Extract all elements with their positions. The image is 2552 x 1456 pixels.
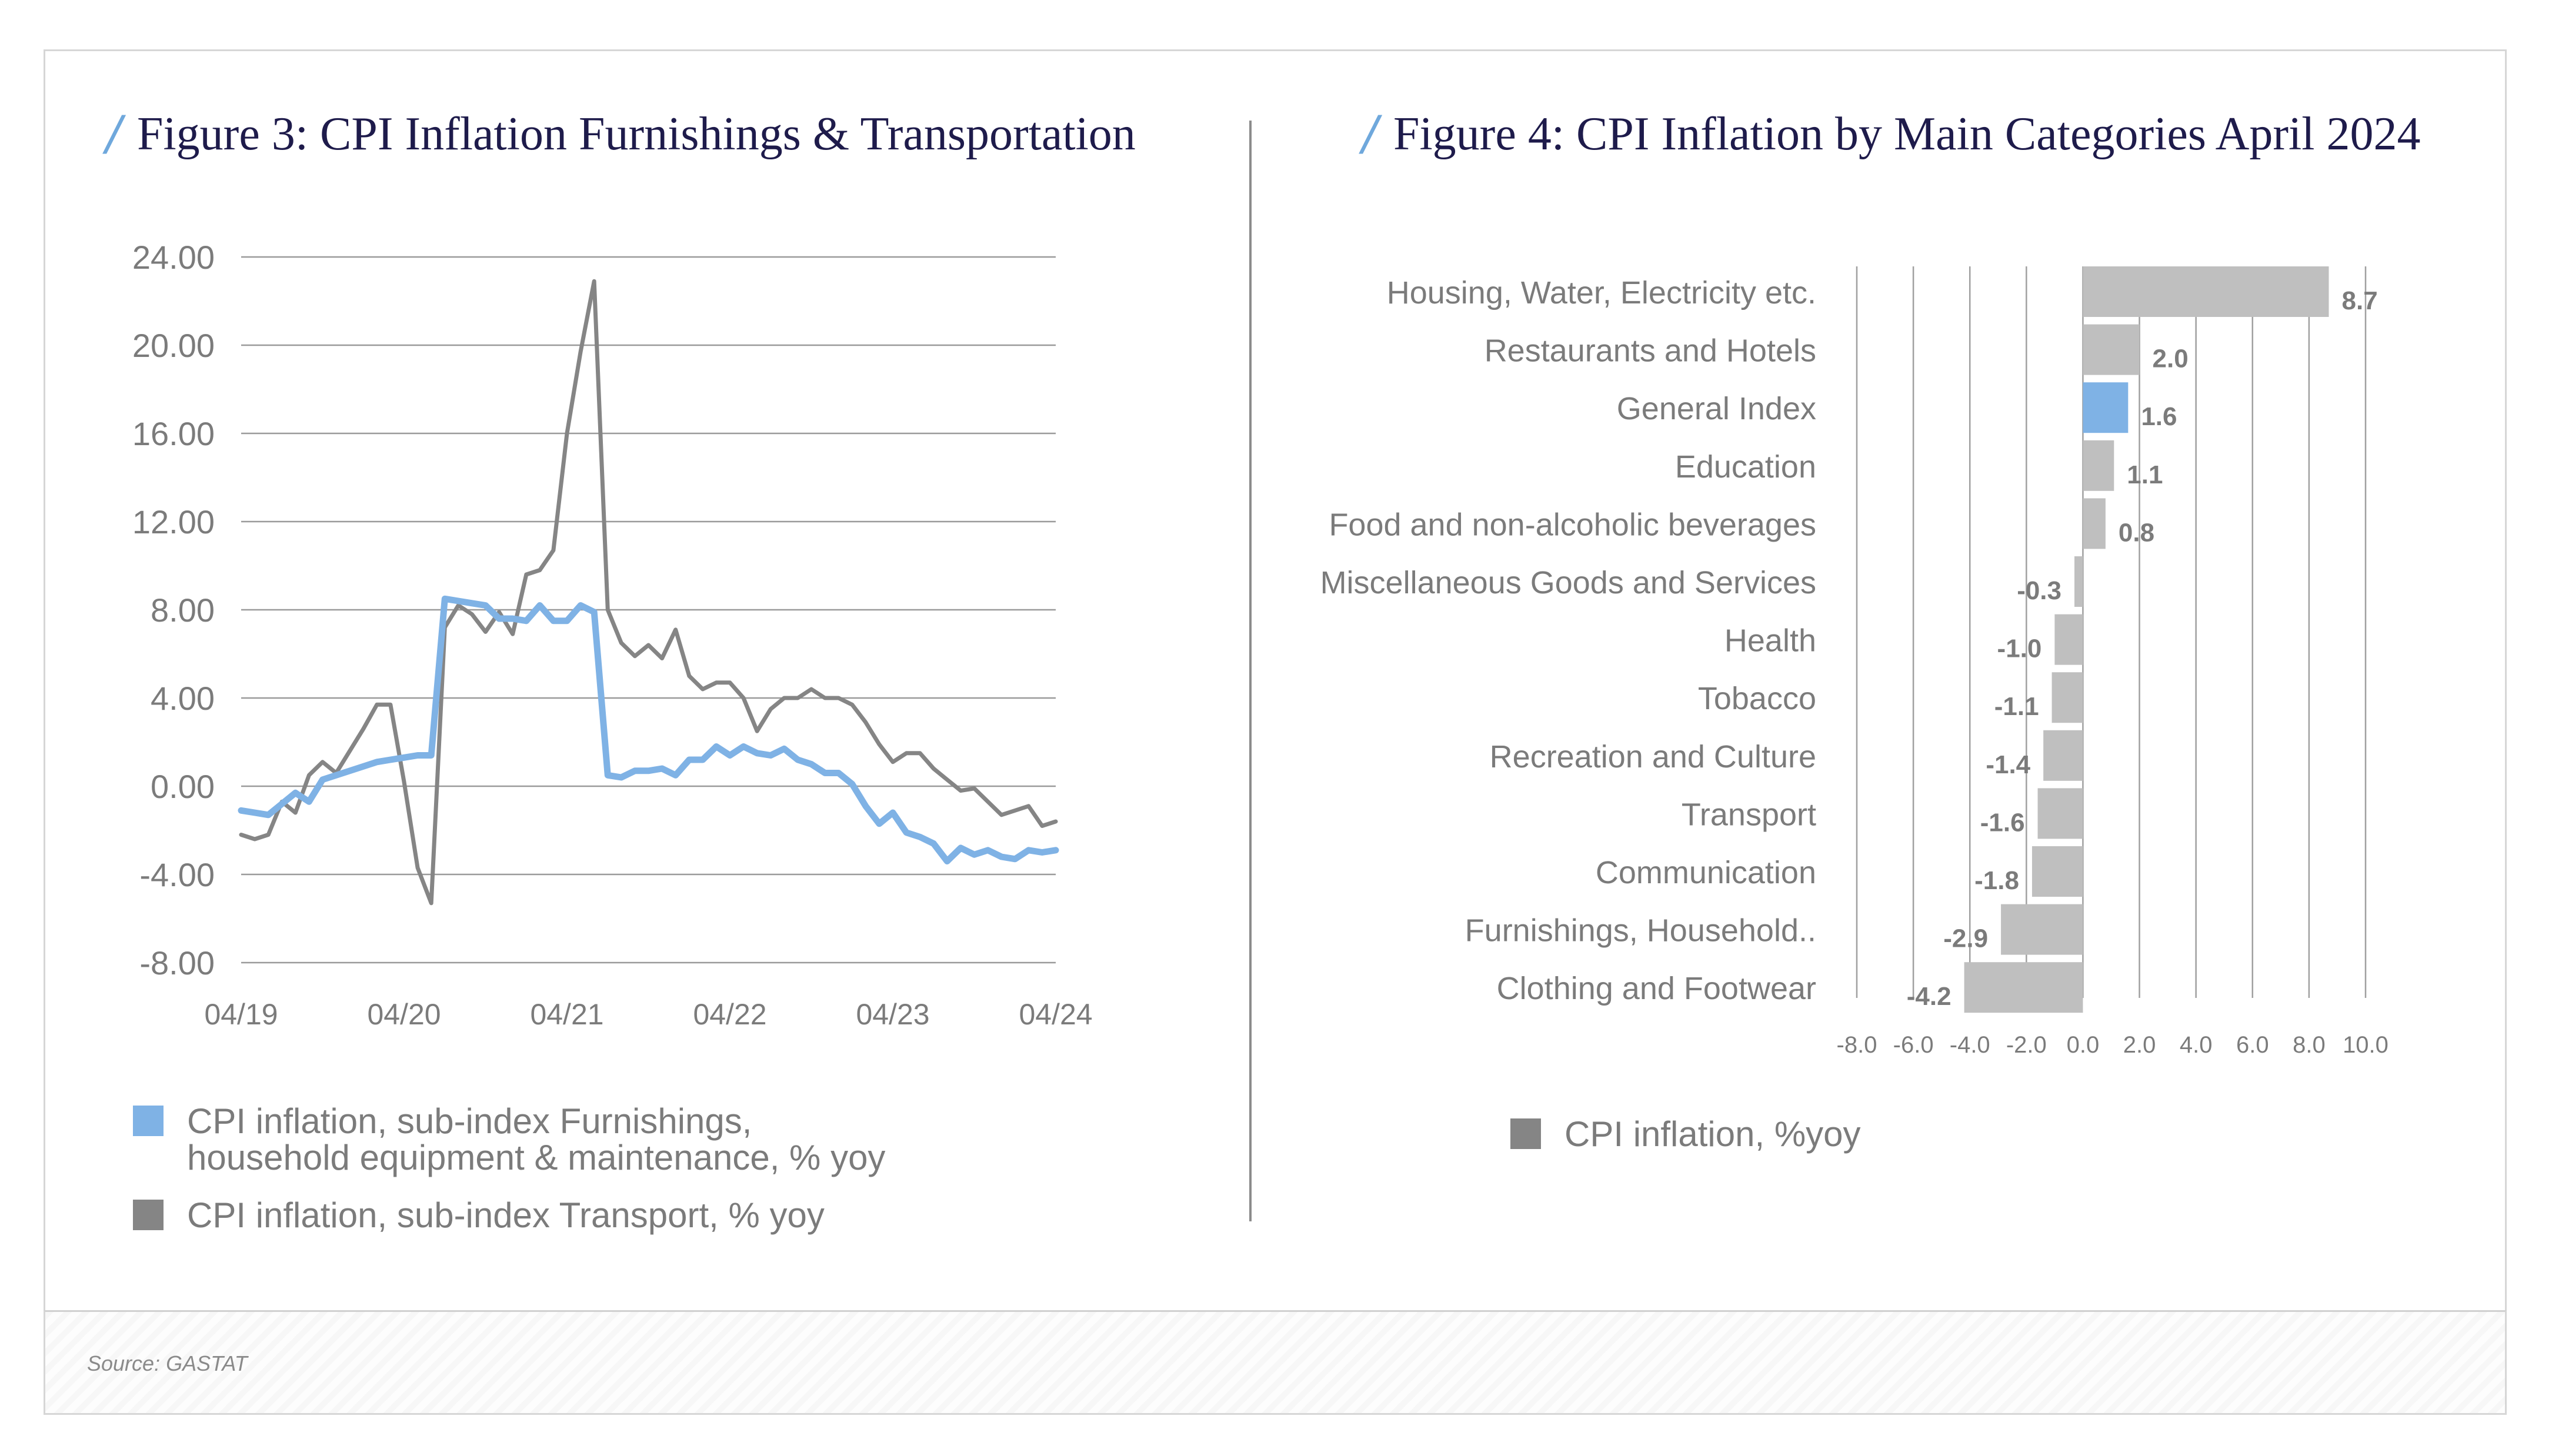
x-tick-label: 10.0 bbox=[2343, 1032, 2388, 1058]
category-label: Tobacco bbox=[1698, 681, 1816, 716]
y-tick-label: 8.00 bbox=[151, 592, 215, 629]
x-tick-label: 04/24 bbox=[1019, 998, 1092, 1031]
bar bbox=[2083, 440, 2114, 491]
data-label: -1.4 bbox=[1986, 750, 2030, 779]
legend-swatch-gray bbox=[1510, 1118, 1541, 1149]
data-label: -1.0 bbox=[1997, 635, 2042, 663]
bar bbox=[2074, 556, 2083, 607]
x-tick-label: -2.0 bbox=[2006, 1032, 2047, 1058]
category-label: Clothing and Footwear bbox=[1497, 971, 1816, 1006]
data-label: 1.1 bbox=[2127, 460, 2163, 489]
bar bbox=[1964, 962, 2083, 1013]
data-label: 2.0 bbox=[2153, 345, 2189, 373]
legend-item-cpi: CPI inflation, %yoy bbox=[1510, 1116, 1861, 1153]
x-tick-label: 04/22 bbox=[693, 998, 766, 1031]
x-tick-label: 2.0 bbox=[2123, 1032, 2156, 1058]
legend-line: household equipment & maintenance, % yoy bbox=[187, 1138, 886, 1177]
data-label: -2.9 bbox=[1943, 924, 1988, 953]
x-tick-label: 04/21 bbox=[530, 998, 603, 1031]
figure4-title-text: Figure 4: CPI Inflation by Main Categori… bbox=[1393, 108, 2421, 160]
source-note: Source: GASTAT bbox=[87, 1351, 248, 1375]
x-tick-label: 8.0 bbox=[2293, 1032, 2326, 1058]
x-tick-label: 04/19 bbox=[204, 998, 278, 1031]
data-label: 0.8 bbox=[2119, 518, 2154, 547]
title-slash-icon: / bbox=[1362, 106, 1378, 161]
legend-item-transport: CPI inflation, sub-index Transport, % yo… bbox=[133, 1197, 825, 1234]
x-tick-label: 0.0 bbox=[2067, 1032, 2100, 1058]
y-tick-label: 12.00 bbox=[132, 503, 215, 540]
x-tick-label: -4.0 bbox=[1950, 1032, 1990, 1058]
legend-label: CPI inflation, sub-index Transport, % yo… bbox=[187, 1195, 825, 1235]
category-label: Transport bbox=[1682, 797, 1816, 832]
category-label: Communication bbox=[1596, 855, 1816, 890]
legend-swatch-blue bbox=[133, 1106, 164, 1136]
bar bbox=[2037, 788, 2083, 839]
figure3-title-text: Figure 3: CPI Inflation Furnishings & Tr… bbox=[136, 108, 1136, 160]
footer-band bbox=[44, 1310, 2507, 1415]
x-tick-label: 04/23 bbox=[856, 998, 929, 1031]
data-label: -1.6 bbox=[1980, 808, 2025, 837]
y-tick-label: -8.00 bbox=[139, 944, 215, 981]
title-slash-icon: / bbox=[106, 106, 122, 161]
bar bbox=[2001, 904, 2083, 955]
x-tick-label: -6.0 bbox=[1893, 1032, 1934, 1058]
bar bbox=[2054, 614, 2083, 665]
series-line-furnishings bbox=[238, 595, 1059, 864]
x-tick-label: 04/20 bbox=[367, 998, 441, 1031]
figure3-title: / Figure 3: CPI Inflation Furnishings & T… bbox=[106, 106, 1136, 161]
y-tick-label: 4.00 bbox=[151, 680, 215, 717]
category-label: General Index bbox=[1617, 391, 1816, 426]
y-tick-label: 24.00 bbox=[132, 239, 215, 276]
bar bbox=[2043, 730, 2083, 781]
legend-swatch-gray bbox=[133, 1200, 164, 1230]
series-line-transport bbox=[239, 279, 1058, 906]
data-label: -1.1 bbox=[1994, 692, 2039, 721]
figure4-title: / Figure 4: CPI Inflation by Main Categor… bbox=[1362, 106, 2420, 161]
x-tick-label: -8.0 bbox=[1837, 1032, 1877, 1058]
y-tick-label: 20.00 bbox=[132, 327, 215, 364]
category-label: Recreation and Culture bbox=[1490, 739, 1816, 774]
data-label: -1.8 bbox=[1974, 866, 2019, 895]
y-tick-label: -4.00 bbox=[139, 856, 215, 893]
legend-label: CPI inflation, %yoy bbox=[1564, 1114, 1861, 1154]
x-tick-label: 6.0 bbox=[2236, 1032, 2269, 1058]
bar bbox=[2083, 324, 2140, 375]
category-label: Food and non-alcoholic beverages bbox=[1329, 507, 1816, 542]
category-label: Health bbox=[1724, 623, 1816, 659]
data-label: -0.3 bbox=[2017, 576, 2061, 605]
data-label: 1.6 bbox=[2141, 402, 2177, 431]
data-label: 8.7 bbox=[2342, 286, 2378, 315]
legend-item-furnishings: CPI inflation, sub-index Furnishings, ho… bbox=[133, 1103, 885, 1176]
legend-label: CPI inflation, sub-index Furnishings, ho… bbox=[187, 1103, 885, 1176]
panel-divider bbox=[1249, 121, 1252, 1221]
y-tick-label: 0.00 bbox=[151, 768, 215, 805]
category-label: Miscellaneous Goods and Services bbox=[1320, 565, 1816, 600]
y-tick-label: 16.00 bbox=[132, 415, 215, 452]
data-label: -4.2 bbox=[1907, 982, 1951, 1011]
bar bbox=[2083, 498, 2106, 549]
bar bbox=[2083, 266, 2329, 317]
bar bbox=[2083, 382, 2129, 433]
category-label: Housing, Water, Electricity etc. bbox=[1387, 275, 1816, 310]
category-label: Education bbox=[1675, 449, 1816, 485]
category-label: Restaurants and Hotels bbox=[1485, 333, 1816, 369]
bar bbox=[2031, 846, 2083, 897]
x-tick-label: 4.0 bbox=[2180, 1032, 2213, 1058]
bar bbox=[2051, 672, 2083, 723]
legend-line: CPI inflation, sub-index Furnishings, bbox=[187, 1101, 752, 1141]
category-label: Furnishings, Household.. bbox=[1465, 913, 1816, 949]
